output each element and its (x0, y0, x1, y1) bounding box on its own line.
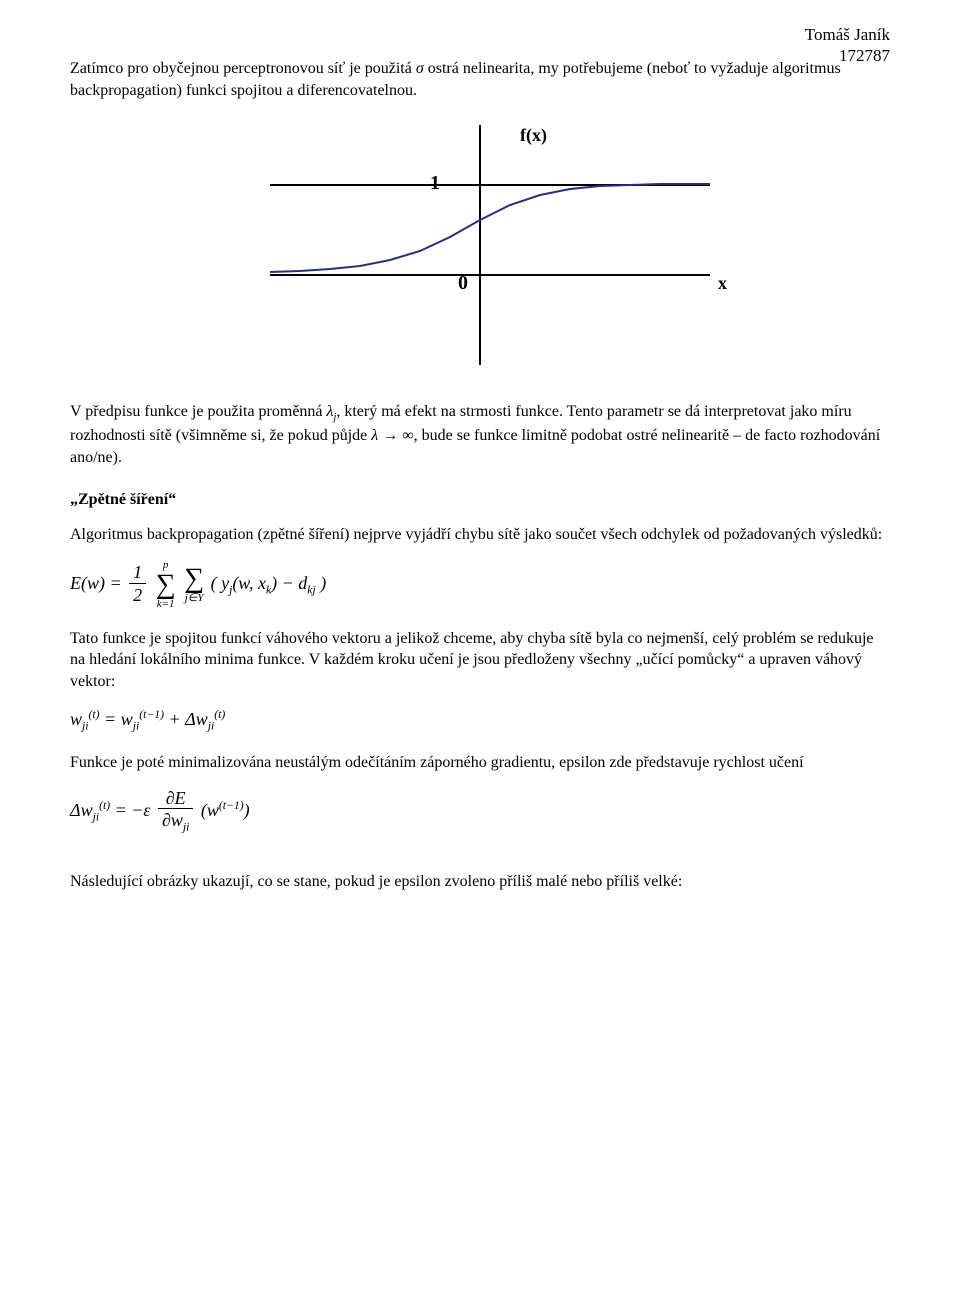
eq2-ji3: ji (208, 719, 215, 732)
eq2-w1: w (70, 709, 82, 729)
eq1-half-num: 1 (129, 562, 146, 584)
sigma-icon: ∑ (156, 571, 176, 599)
sigmoid-figure: f(x) 1 0 x (70, 115, 890, 375)
eq3-frac-num: ∂E (158, 788, 193, 810)
paragraph-gradient: Funkce je poté minimalizována neustálým … (70, 752, 890, 774)
eq1-sum1: p ∑ k=1 (156, 560, 176, 610)
eq2-ji2: ji (133, 719, 140, 732)
eq1-mid: (w, x (232, 573, 266, 593)
eq1-body: ( y (211, 573, 229, 593)
eq2-ji1: ji (82, 719, 89, 732)
eq3-argend: ) (244, 799, 250, 819)
eq1-sum2: ∑ j∈Y (184, 565, 204, 604)
sigmoid-plot: f(x) 1 0 x (220, 115, 740, 375)
eq2-t: (t) (89, 708, 100, 721)
sigma-symbol: σ (416, 60, 424, 77)
eq2-plus: + Δ (164, 709, 196, 729)
paragraph-intro: Zatímco pro obyčejnou perceptronovou síť… (70, 58, 890, 101)
eq2-eq: = (100, 709, 121, 729)
equation-delta-w: Δwji(t) = −ε ∂E ∂wji (w(t−1)) (70, 788, 890, 835)
page-header: Tomáš Janík 172787 (805, 24, 890, 67)
eq3-frac-den-t: ∂w (162, 810, 183, 830)
author-name: Tomáš Janík (805, 24, 890, 45)
eq2-t1: (t−1) (139, 708, 164, 721)
eq1-end: ) (316, 573, 327, 593)
paragraph-lambda: V předpisu funkce je použita proměnná λj… (70, 401, 890, 468)
eq1-half: 1 2 (129, 562, 146, 607)
eq1-mid2: ) − d (271, 573, 307, 593)
author-id: 172787 (805, 45, 890, 66)
eq1-half-den: 2 (129, 584, 146, 607)
equation-error: E(w) = 1 2 p ∑ k=1 ∑ j∈Y ( yj(w, xk) − d… (70, 560, 890, 610)
equation-weight-update: wji(t) = wji(t−1) + Δwji(t) (70, 707, 890, 734)
svg-text:f(x): f(x) (520, 125, 547, 146)
intro-text-1: Zatímco pro obyčejnou perceptronovou síť… (70, 60, 416, 77)
section-title: „Zpětné šíření“ (70, 489, 890, 511)
eq3-eps: ε (143, 799, 150, 819)
eq3-ji: ji (93, 810, 100, 823)
lambda-arrow: → ∞ (378, 427, 413, 444)
eq2-w2: w (121, 709, 133, 729)
eq1-sum1-bot: k=1 (156, 599, 176, 610)
eq3-frac-den-sub: ji (183, 821, 190, 834)
eq2-t2: (t) (214, 708, 225, 721)
eq1-lhs: E(w) = (70, 573, 126, 593)
eq3-frac-den: ∂wji (158, 809, 193, 835)
eq3-t: (t) (99, 798, 110, 811)
eq2-w3: w (196, 709, 208, 729)
sigma-icon: ∑ (184, 565, 204, 593)
paragraph-weight-update: Tato funkce je spojitou funkcí váhového … (70, 628, 890, 693)
eq1-sub-kj: kj (307, 584, 315, 597)
eq3-eq: = − (110, 799, 143, 819)
svg-text:1: 1 (430, 172, 440, 194)
eq3-dw: Δw (70, 799, 93, 819)
lambda-text-1: V předpisu funkce je použita proměnná (70, 403, 327, 420)
paragraph-epsilon: Následující obrázky ukazují, co se stane… (70, 871, 890, 893)
eq3-argexp: (t−1) (219, 798, 244, 811)
paragraph-backprop: Algoritmus backpropagation (zpětné šířen… (70, 524, 890, 546)
eq3-arg: (w (201, 799, 219, 819)
eq1-sum2-bot: j∈Y (184, 593, 204, 604)
eq3-frac: ∂E ∂wji (158, 788, 193, 835)
svg-text:x: x (718, 273, 727, 293)
svg-text:0: 0 (458, 272, 468, 294)
